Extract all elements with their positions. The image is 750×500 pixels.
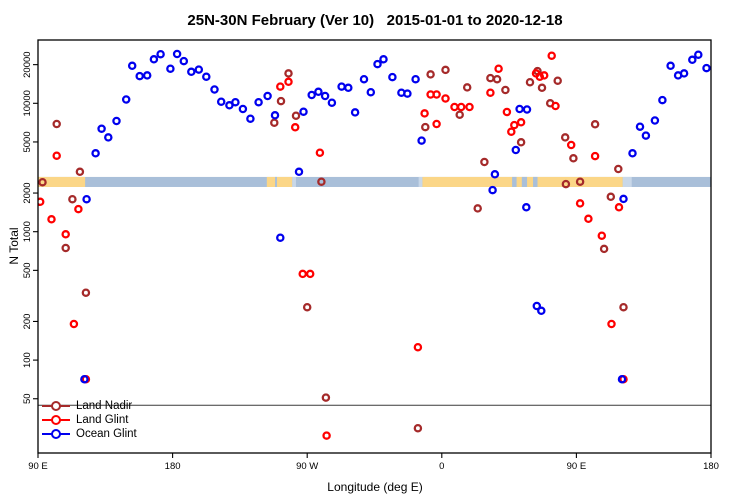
legend-item-land-glint: Land Glint <box>42 413 137 427</box>
svg-text:1000: 1000 <box>22 221 33 242</box>
legend-label: Land Glint <box>76 414 129 426</box>
svg-text:100: 100 <box>22 352 33 368</box>
svg-text:500: 500 <box>22 262 33 278</box>
x-axis-label: Longitude (deg E) <box>327 480 423 494</box>
legend-item-ocean-glint: Ocean Glint <box>42 427 137 441</box>
ocean-glint-marker-icon <box>42 427 72 441</box>
y-axis-label: N Total <box>7 227 21 265</box>
svg-text:180: 180 <box>703 461 719 472</box>
chart-title: 25N-30N February (Ver 10) 2015-01-01 to … <box>187 12 563 29</box>
legend-item-land-nadir: Land Nadir <box>42 399 137 413</box>
svg-text:90 W: 90 W <box>296 461 318 472</box>
land-nadir-marker-icon <box>42 399 72 413</box>
svg-text:2000: 2000 <box>22 182 33 203</box>
legend: Land Nadir Land Glint Ocean Glint <box>42 399 137 441</box>
svg-text:20000: 20000 <box>22 51 33 77</box>
svg-text:200: 200 <box>22 314 33 330</box>
svg-text:90 E: 90 E <box>28 461 48 472</box>
svg-text:180: 180 <box>165 461 181 472</box>
svg-text:50: 50 <box>22 393 33 404</box>
legend-label: Ocean Glint <box>76 428 137 440</box>
svg-text:10000: 10000 <box>22 90 33 116</box>
land-glint-marker-icon <box>42 413 72 427</box>
legend-label: Land Nadir <box>76 400 133 412</box>
svg-text:0: 0 <box>439 461 444 472</box>
svg-text:5000: 5000 <box>22 131 33 152</box>
svg-text:90 E: 90 E <box>567 461 587 472</box>
